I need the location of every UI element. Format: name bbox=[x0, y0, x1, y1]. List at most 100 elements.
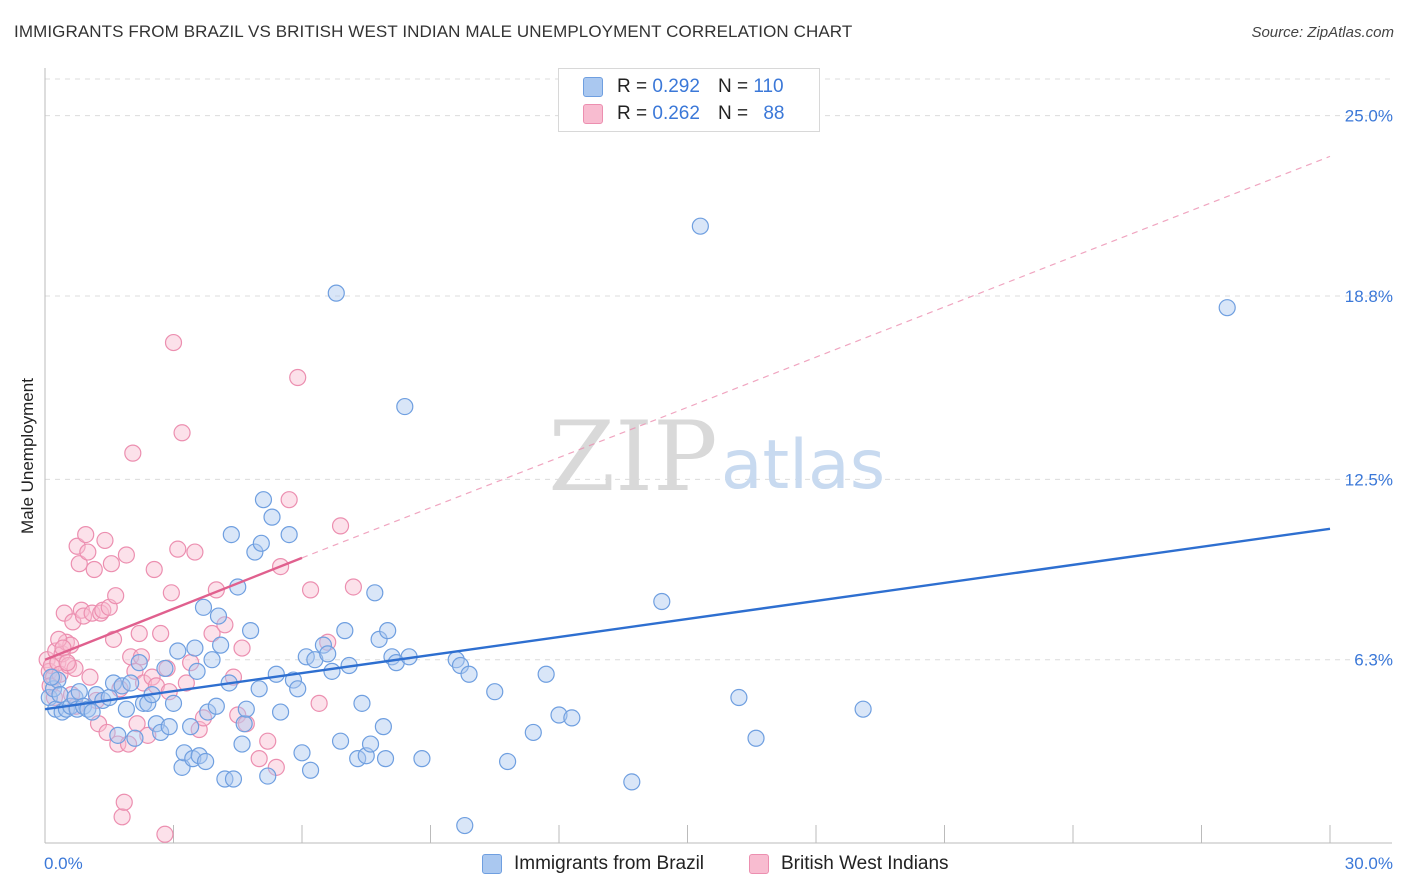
data-point bbox=[267, 665, 285, 683]
data-point bbox=[233, 735, 251, 753]
data-point bbox=[289, 368, 307, 387]
trend-line bbox=[44, 527, 1331, 711]
data-point bbox=[379, 622, 397, 640]
gridlines bbox=[45, 78, 1392, 661]
data-point bbox=[147, 715, 165, 733]
data-point bbox=[374, 718, 392, 736]
data-point bbox=[164, 333, 183, 352]
data-point bbox=[314, 636, 333, 654]
data-point bbox=[70, 683, 88, 701]
data-point bbox=[115, 793, 133, 811]
data-point bbox=[164, 694, 183, 712]
data-point bbox=[152, 723, 170, 742]
data-point bbox=[98, 723, 116, 742]
legend-r-label: R = bbox=[617, 76, 648, 97]
data-point bbox=[197, 752, 215, 771]
data-point bbox=[499, 752, 517, 771]
data-point bbox=[134, 674, 153, 692]
data-point bbox=[92, 604, 110, 622]
data-point bbox=[550, 706, 568, 724]
data-point bbox=[259, 732, 277, 750]
bottom-legend-brazil: Immigrants from Brazil bbox=[482, 852, 704, 876]
data-point bbox=[77, 525, 95, 544]
data-point bbox=[190, 747, 208, 765]
data-point bbox=[235, 715, 253, 733]
data-point bbox=[117, 546, 135, 564]
data-point bbox=[100, 688, 118, 707]
legend-swatch-blue bbox=[583, 77, 603, 97]
bottom-legend-label-bwi: British West Indians bbox=[781, 853, 949, 874]
x-tick-label-max: 30.0% bbox=[1345, 854, 1393, 873]
legend-swatch-pink bbox=[583, 104, 603, 124]
correlation-legend: R = 0.292 N = 110 R = 0.262 N = 88 bbox=[558, 68, 820, 132]
data-point bbox=[413, 750, 431, 768]
data-point bbox=[113, 808, 131, 826]
data-point bbox=[524, 723, 542, 742]
data-point bbox=[188, 662, 206, 680]
data-point bbox=[203, 651, 221, 669]
data-point bbox=[854, 700, 872, 718]
data-point bbox=[79, 543, 97, 561]
data-point bbox=[563, 709, 581, 727]
legend-n-label: N = bbox=[717, 103, 749, 124]
data-point bbox=[145, 560, 163, 579]
y-tick-label: 18.8% bbox=[1345, 287, 1393, 306]
watermark: ZIP atlas bbox=[548, 401, 885, 513]
data-point bbox=[156, 825, 174, 843]
data-point bbox=[42, 668, 61, 686]
data-point bbox=[344, 578, 362, 596]
data-point bbox=[376, 750, 395, 768]
data-point bbox=[237, 700, 255, 718]
data-point bbox=[81, 668, 99, 686]
data-point bbox=[209, 607, 228, 625]
data-point bbox=[254, 491, 273, 509]
data-point bbox=[177, 674, 195, 692]
tick-labels: 6.3% 12.5% 18.8% 25.0% 0.0% 30.0% bbox=[44, 107, 1393, 873]
data-point bbox=[242, 622, 260, 640]
data-point bbox=[301, 761, 320, 779]
trend-line bbox=[44, 556, 303, 661]
data-point bbox=[323, 662, 341, 680]
data-point bbox=[109, 726, 127, 744]
data-point bbox=[50, 630, 68, 648]
data-point bbox=[169, 540, 187, 558]
data-point bbox=[124, 444, 142, 462]
data-point bbox=[70, 555, 88, 573]
data-point bbox=[653, 592, 671, 611]
data-point bbox=[152, 624, 170, 643]
data-point bbox=[143, 668, 161, 686]
data-point bbox=[280, 491, 298, 509]
data-point bbox=[85, 560, 103, 579]
bottom-legend-label-brazil: Immigrants from Brazil bbox=[514, 853, 705, 874]
data-point bbox=[68, 537, 86, 555]
data-point bbox=[456, 816, 474, 835]
data-point bbox=[160, 718, 178, 736]
data-point bbox=[64, 613, 82, 631]
bottom-legend-swatch-pink bbox=[749, 854, 769, 874]
data-point bbox=[486, 683, 504, 701]
data-point bbox=[246, 543, 264, 561]
y-tick-label: 25.0% bbox=[1345, 107, 1393, 126]
data-point bbox=[83, 703, 101, 721]
trend-line-extension bbox=[301, 155, 1331, 559]
data-point bbox=[96, 531, 114, 550]
data-point bbox=[199, 703, 217, 721]
data-point bbox=[361, 735, 380, 753]
data-point bbox=[730, 688, 748, 707]
data-point bbox=[224, 770, 243, 788]
data-point bbox=[203, 624, 221, 643]
x-tick-label-min: 0.0% bbox=[44, 854, 83, 873]
y-tick-label: 6.3% bbox=[1354, 651, 1393, 670]
data-point bbox=[310, 694, 328, 712]
data-point bbox=[130, 654, 148, 672]
data-point bbox=[182, 718, 200, 736]
data-point bbox=[263, 508, 281, 526]
data-point bbox=[327, 284, 345, 302]
data-point bbox=[216, 616, 234, 634]
data-point bbox=[259, 767, 277, 785]
legend-n-value-brazil: 110 bbox=[753, 76, 784, 97]
data-point bbox=[336, 622, 354, 640]
data-point bbox=[537, 665, 555, 683]
data-point bbox=[289, 680, 307, 698]
data-point bbox=[212, 636, 230, 654]
